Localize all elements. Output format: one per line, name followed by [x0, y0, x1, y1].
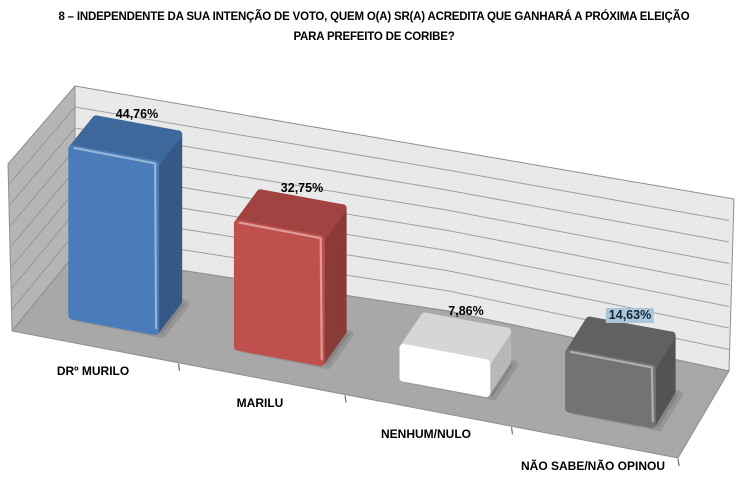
back-wall-gridline [74, 190, 730, 307]
back-wall-gridline [74, 127, 730, 243]
back-wall-gridline [74, 106, 730, 221]
axis-tick [344, 395, 347, 403]
bar-front-face-3 [565, 348, 656, 429]
back-wall-gridline [74, 148, 730, 264]
side-wall-gridline [10, 211, 76, 290]
side-wall-gridline [8, 106, 76, 186]
category-label-nao-sabe: NÃO SABE/NÃO OPINOU [520, 459, 666, 473]
side-wall-gridline [11, 232, 76, 311]
bar-front-face-0 [68, 144, 160, 336]
bar-front-face-1 [233, 219, 325, 367]
bar-bevel-highlight [569, 350, 655, 423]
value-label-nao-sabe: 14,63% [605, 308, 655, 323]
category-label-nenhum-nulo: NENHUM/NULO [381, 427, 471, 441]
side-wall-gridline [8, 127, 76, 207]
chart-title: 8 – INDEPENDENTE DA SUA INTENÇÃO DE VOTO… [58, 11, 690, 43]
value-label-nenhum-nulo: 7,86% [448, 304, 484, 318]
back-wall-gridline [74, 169, 730, 286]
value-label-dr-murilo: 44,76% [115, 107, 159, 121]
bar-bevel-highlight [73, 146, 158, 330]
axis-tick [510, 427, 514, 435]
bar-bevel-highlight [404, 345, 489, 392]
category-label-dr-murilo: DRº MURILO [56, 364, 130, 378]
axis-tick [677, 458, 680, 467]
side-wall-gridline [9, 169, 76, 248]
category-label-marilu: MARILU [236, 396, 284, 410]
axis-tick [177, 363, 181, 371]
value-label-marilu: 32,75% [280, 181, 324, 195]
side-wall-gridline [10, 190, 76, 269]
floor [11, 253, 730, 459]
side-wall-gridline [9, 148, 76, 227]
bar-bevel-highlight [238, 221, 323, 361]
